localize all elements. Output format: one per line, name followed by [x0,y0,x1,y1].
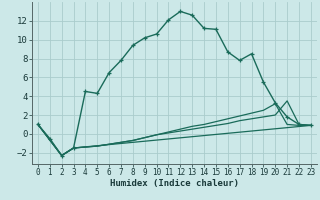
X-axis label: Humidex (Indice chaleur): Humidex (Indice chaleur) [110,179,239,188]
